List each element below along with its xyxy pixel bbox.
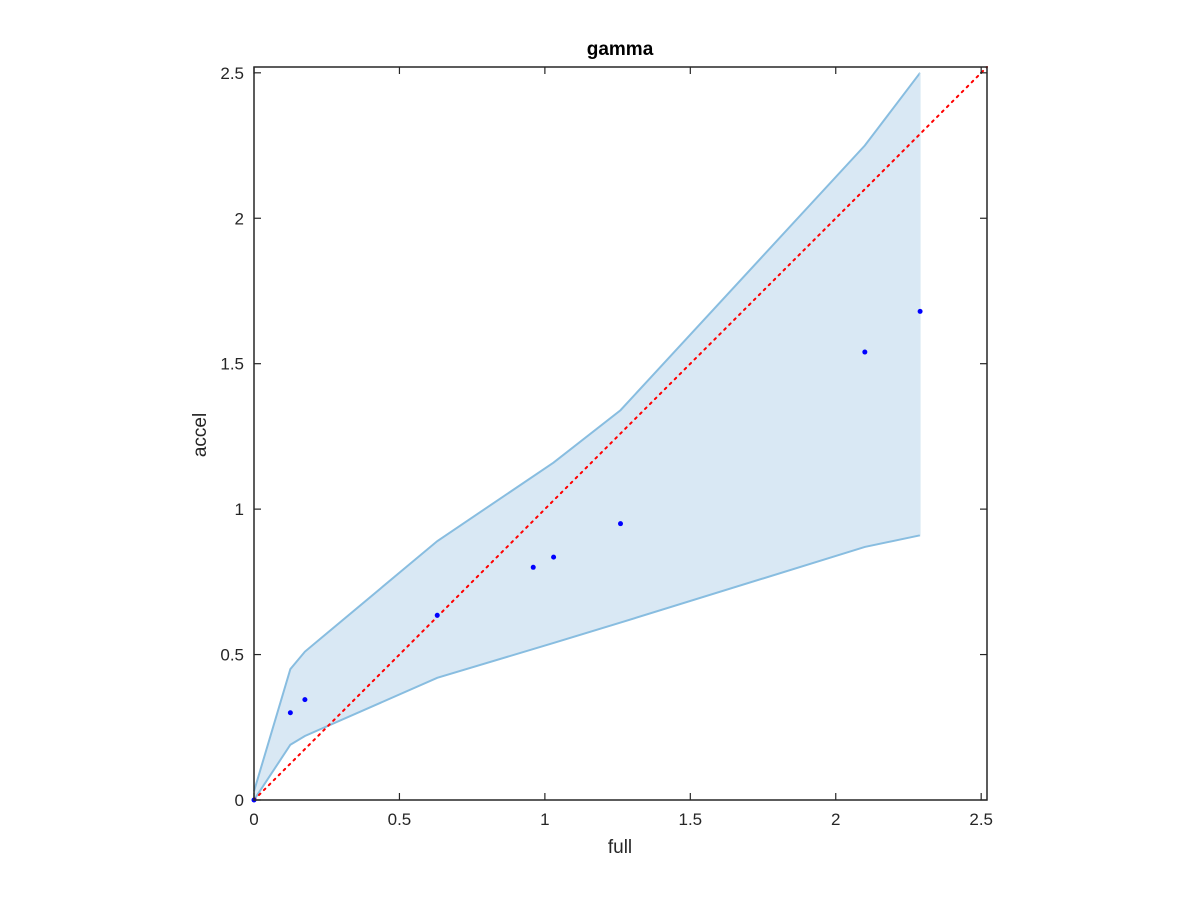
plot-frame xyxy=(253,66,988,801)
chart-title: gamma xyxy=(587,39,654,60)
x-tick-label: 2.5 xyxy=(969,810,993,829)
band-fill xyxy=(254,72,921,801)
data-point xyxy=(530,564,536,570)
x-tick-label: 1.5 xyxy=(678,810,702,829)
y-tick-label: 1 xyxy=(235,500,244,519)
y-axis-label: accel xyxy=(190,413,211,457)
band-lower-line xyxy=(253,534,921,801)
data-point xyxy=(917,308,923,314)
data-point xyxy=(618,521,623,527)
axes: 0 0.5 1 1.5 2 2.5 0 0.5 1 1.5 2 2.5 xyxy=(220,64,993,829)
data-points xyxy=(251,308,923,803)
y-tick-label: 2.5 xyxy=(220,64,244,83)
x-tick-label: 1 xyxy=(540,810,549,829)
x-axis-label: full xyxy=(608,837,632,858)
y-tick-label: 0 xyxy=(235,791,244,810)
data-point xyxy=(551,554,557,560)
data-point xyxy=(302,697,308,703)
y-tick-label: 0.5 xyxy=(220,646,244,665)
reference-line-group xyxy=(253,66,988,801)
data-point xyxy=(434,612,440,618)
x-tick-label: 0 xyxy=(249,810,258,829)
confidence-band xyxy=(253,72,921,801)
reference-line xyxy=(253,66,988,801)
x-tick-label: 2 xyxy=(831,810,840,829)
y-tick-label: 1.5 xyxy=(220,355,244,374)
band-upper-line xyxy=(253,72,921,792)
y-tick-label: 2 xyxy=(235,209,244,228)
x-tick-label: 0.5 xyxy=(388,810,412,829)
data-point xyxy=(862,349,868,355)
data-point xyxy=(287,710,293,716)
